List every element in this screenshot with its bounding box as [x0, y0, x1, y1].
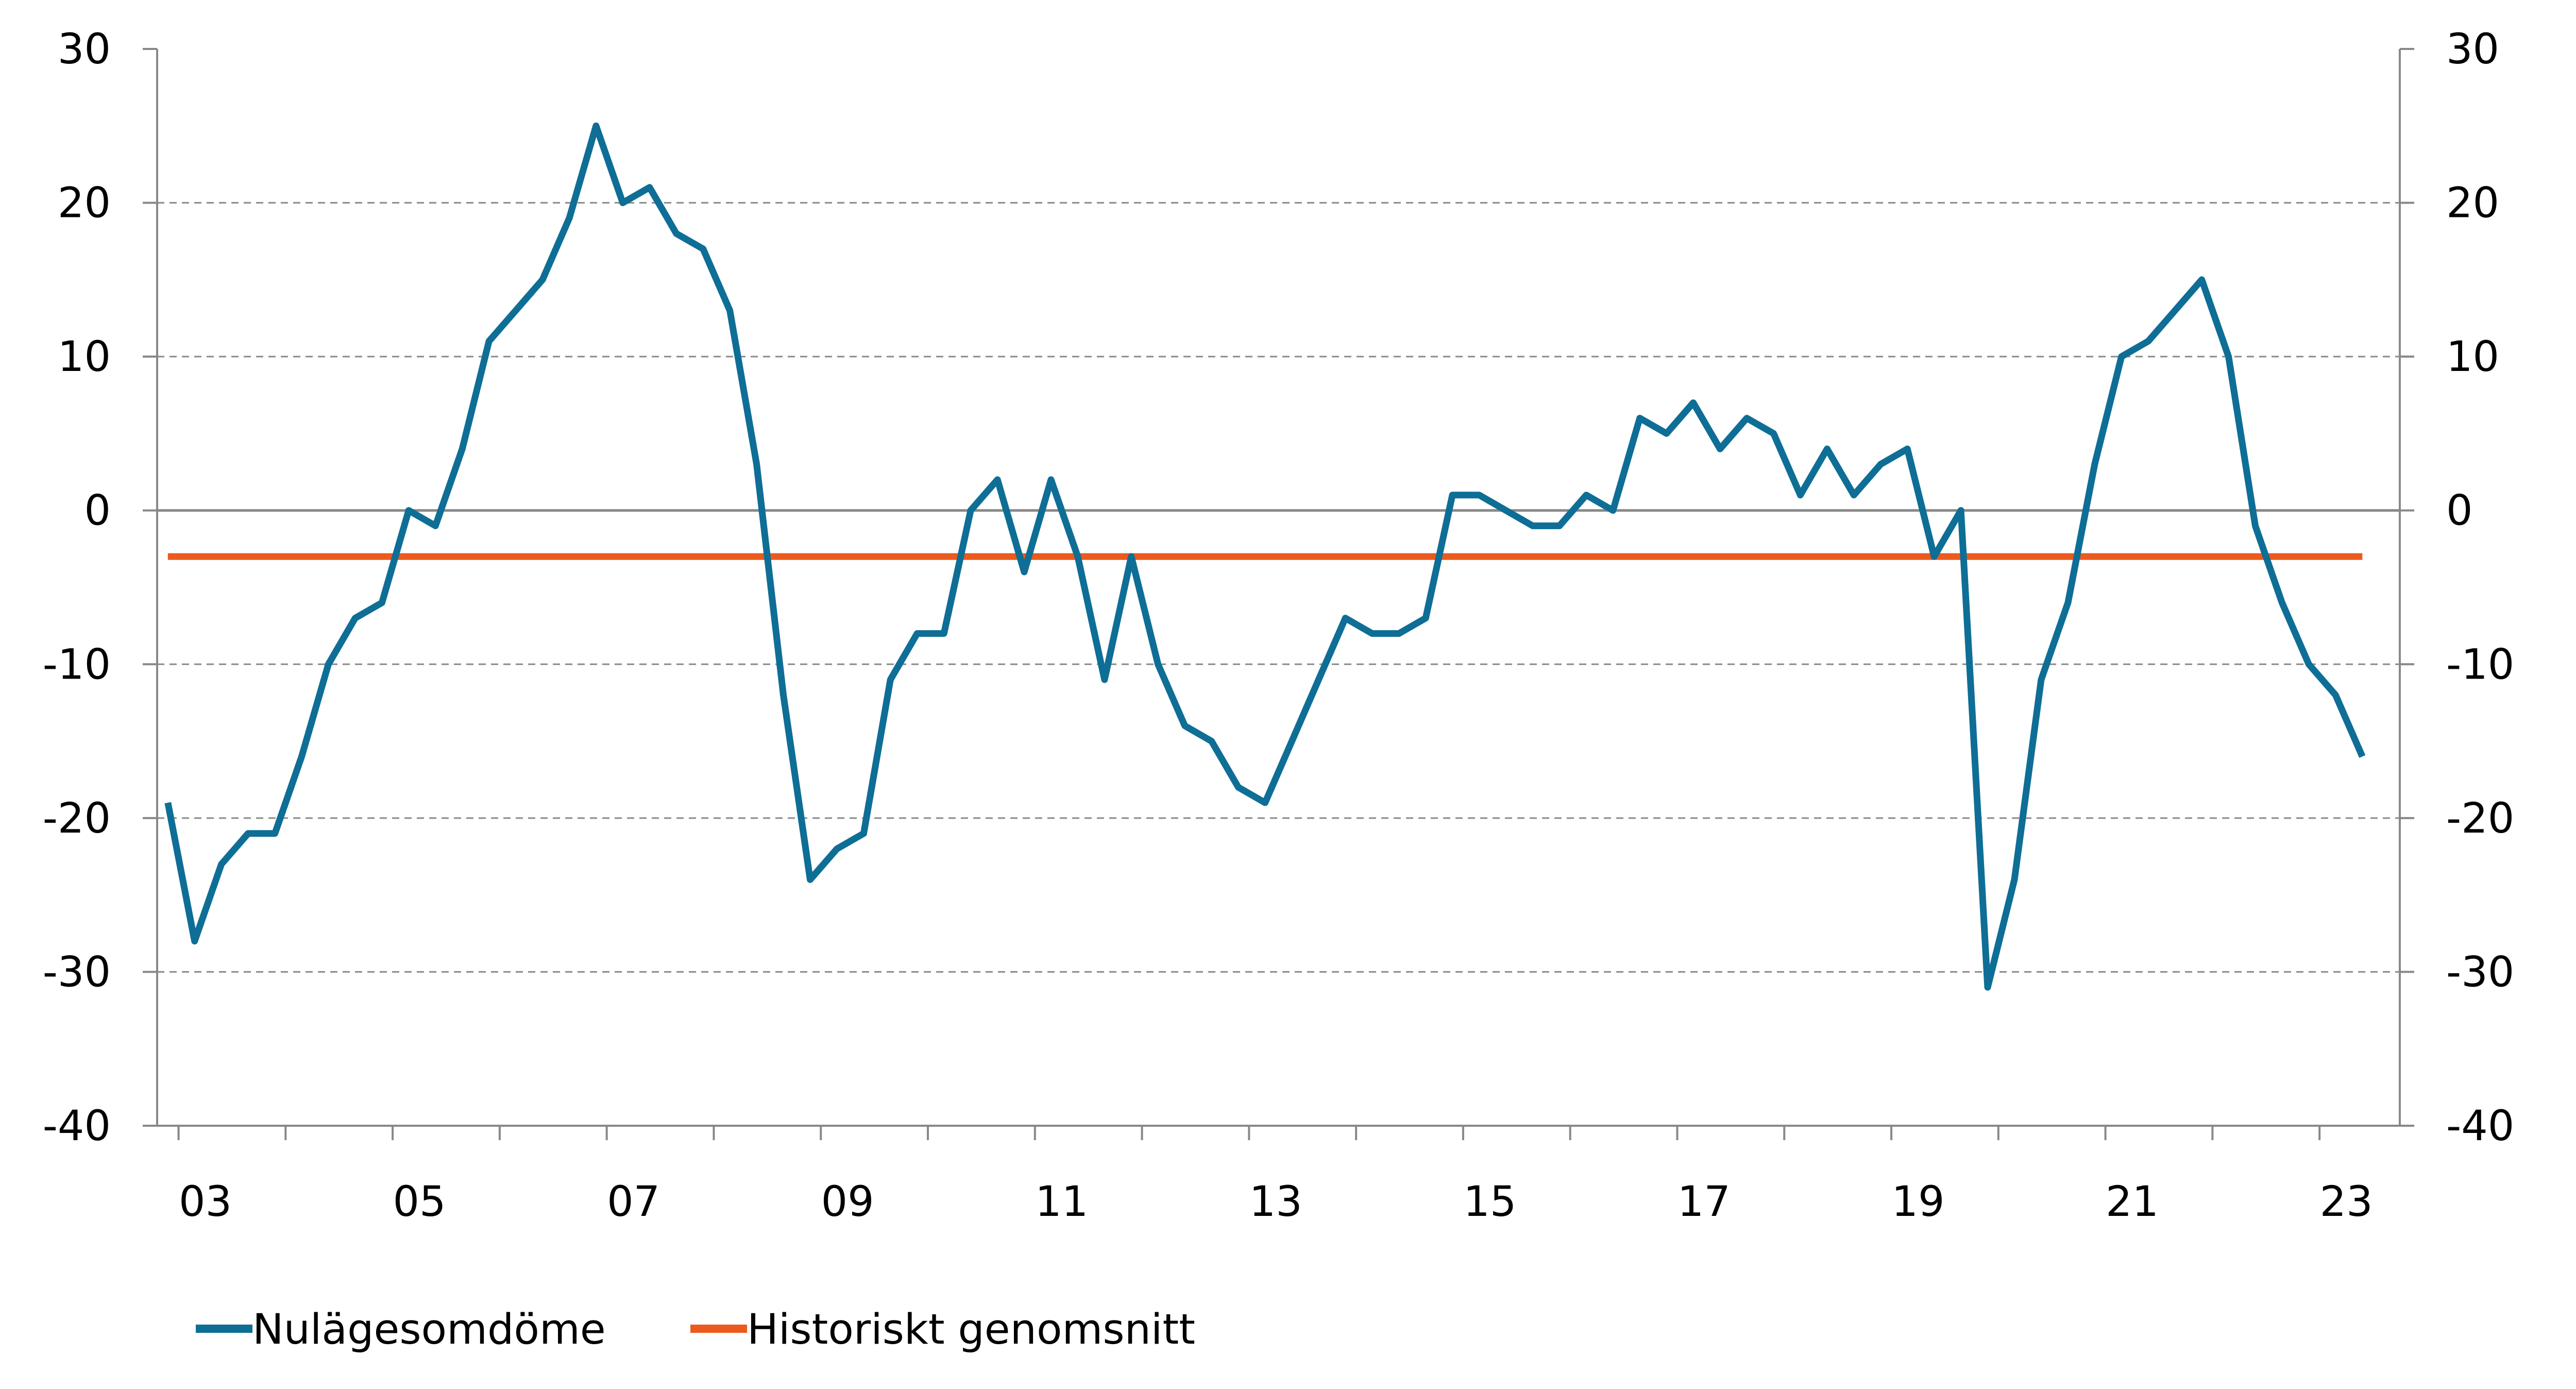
- x-tick-label: 13: [1249, 1178, 1302, 1226]
- y-tick-label: 30: [58, 25, 111, 74]
- x-tick-label: 15: [1463, 1178, 1516, 1226]
- y2-tick-label: -10: [2446, 640, 2514, 689]
- y-tick-label: 10: [58, 333, 111, 381]
- y-tick-label: -30: [43, 948, 111, 996]
- y2-tick-label: -40: [2446, 1102, 2514, 1150]
- grid-lines: [157, 203, 2400, 972]
- series-lines: [168, 126, 2363, 987]
- x-tick-label: 21: [2106, 1178, 2159, 1226]
- legend-label-nulagesomdome: Nulägesomdöme: [252, 1306, 606, 1354]
- axes: [143, 49, 2414, 1140]
- x-tick-label: 03: [179, 1178, 232, 1226]
- y2-tick-label: -30: [2446, 948, 2514, 996]
- y2-tick-label: 20: [2446, 179, 2499, 228]
- x-axis-tick-labels: 03 05 07 09 11 13 15 17 19 21 23: [179, 1178, 2373, 1226]
- x-tick-label: 07: [607, 1178, 660, 1226]
- x-tick-label: 23: [2320, 1178, 2373, 1226]
- x-tick-label: 05: [393, 1178, 446, 1226]
- y2-tick-label: -20: [2446, 794, 2514, 843]
- x-tick-label: 09: [821, 1178, 874, 1226]
- y2-tick-label: 30: [2446, 25, 2499, 74]
- legend-label-historiskt-genomsnitt: Historiskt genomsnitt: [747, 1306, 1195, 1354]
- y-tick-label: -40: [43, 1102, 111, 1150]
- x-tick-label: 17: [1677, 1178, 1731, 1226]
- secondary-y-axis-tick-labels: 30 20 10 0 -10 -20 -30 -40: [2446, 25, 2514, 1150]
- y-tick-label: 0: [84, 487, 111, 535]
- y-axis-tick-labels: 30 20 10 0 -10 -20 -30 -40: [43, 25, 111, 1150]
- x-tick-label: 19: [1891, 1178, 1944, 1226]
- y2-tick-label: 10: [2446, 333, 2499, 381]
- y-tick-label: -10: [43, 640, 111, 689]
- y2-tick-label: 0: [2446, 487, 2473, 535]
- y-tick-label: -20: [43, 794, 111, 843]
- y-tick-label: 20: [58, 179, 111, 228]
- x-tick-label: 11: [1035, 1178, 1088, 1226]
- legend: Nulägesomdöme Historiskt genomsnitt: [196, 1306, 1195, 1354]
